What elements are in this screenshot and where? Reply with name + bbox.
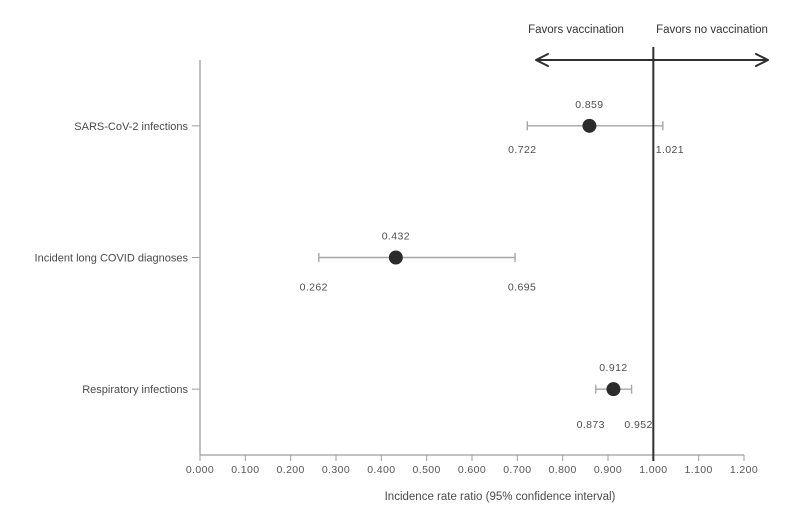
- ci-low-label: 0.262: [300, 282, 328, 294]
- error-bars-layer: [318, 121, 664, 394]
- x-axis-tick-label: 0.300: [322, 464, 350, 476]
- labels-layer: 0.000 0.100 0.200 0.300 0.400 0.500 0.600 0.700…: [35, 99, 758, 476]
- x-axis-tick-label: 0.200: [277, 464, 305, 476]
- category-label: Respiratory infections: [82, 384, 188, 396]
- point-estimate-marker: [388, 250, 403, 265]
- markers-layer: [388, 118, 621, 397]
- point-estimate-label: 0.432: [382, 231, 410, 243]
- ci-high-label: 1.021: [656, 144, 684, 156]
- point-estimate-marker: [606, 382, 621, 397]
- ci-high-label: 0.952: [624, 419, 652, 431]
- category-label: Incident long COVID diagnoses: [35, 253, 189, 265]
- x-axis-tick-label: 1.100: [685, 464, 713, 476]
- x-axis-title: Incidence rate ratio (95% confidence int…: [385, 491, 616, 503]
- arrowhead-left-icon: [535, 53, 549, 67]
- axes-layer: [192, 60, 745, 461]
- x-axis-tick-label: 0.900: [594, 464, 622, 476]
- x-axis-tick-label: 0.800: [549, 464, 577, 476]
- x-axis-tick-label: 0.700: [503, 464, 531, 476]
- point-estimate-label: 0.912: [599, 362, 627, 374]
- x-axis-tick-label: 1.000: [639, 464, 667, 476]
- favors-vaccination-label: Favors vaccination: [528, 24, 624, 36]
- x-axis-tick-label: 0.000: [186, 464, 214, 476]
- ci-low-label: 0.722: [508, 144, 536, 156]
- x-axis-tick-label: 0.500: [413, 464, 441, 476]
- category-label: SARS-CoV-2 infections: [74, 121, 188, 133]
- point-estimate-label: 0.859: [575, 99, 603, 111]
- arrowhead-right-icon: [755, 53, 769, 67]
- x-axis-tick-label: 0.100: [231, 464, 259, 476]
- favors-no-vaccination-label: Favors no vaccination: [656, 24, 768, 36]
- x-axis-tick-label: 0.600: [458, 464, 486, 476]
- ci-high-label: 0.695: [508, 282, 536, 294]
- reference-layer: [535, 47, 769, 461]
- ci-low-label: 0.873: [577, 419, 605, 431]
- x-axis-tick-label: 0.400: [367, 464, 395, 476]
- x-axis-tick-label: 1.200: [730, 464, 758, 476]
- point-estimate-marker: [582, 118, 597, 133]
